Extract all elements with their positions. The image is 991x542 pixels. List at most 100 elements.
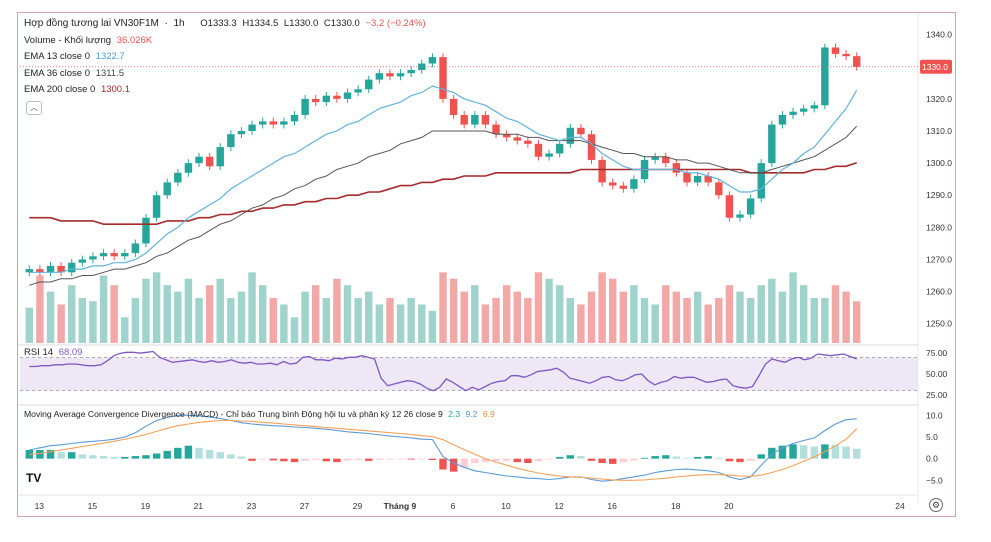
macd-histogram-bar <box>418 458 426 460</box>
macd-histogram-bar <box>375 458 384 460</box>
candle-body <box>672 163 681 173</box>
macd-histogram-bar <box>545 458 553 460</box>
macd-tick-label: 5.0 <box>926 432 938 442</box>
ohlc-close: C1330.0 <box>323 18 360 29</box>
macd-histogram-bar <box>311 458 320 460</box>
candle-body <box>630 179 638 189</box>
volume-bar <box>715 298 723 343</box>
candle-body <box>407 69 415 74</box>
ema13-label: EMA 13 close 0 <box>24 51 91 62</box>
macd-histogram-bar <box>248 458 256 461</box>
candle-body <box>184 163 193 173</box>
volume-bar <box>375 304 384 343</box>
candle-body <box>534 143 543 157</box>
time-tick-label: 13 <box>35 501 45 511</box>
candle-body <box>471 114 479 125</box>
macd-histogram-bar <box>301 458 309 461</box>
macd-legend[interactable]: Moving Average Convergence Divergence (M… <box>24 409 498 419</box>
rsi-legend[interactable]: RSI 14 68.09 <box>24 347 85 358</box>
volume-bar <box>704 304 712 343</box>
macd-histogram-bar <box>68 452 76 459</box>
volume-bar <box>428 310 437 343</box>
price-tick-label: 1280.0 <box>926 222 952 232</box>
price-tick-label: 1270.0 <box>926 254 952 264</box>
time-tick-label: 6 <box>451 501 456 511</box>
volume-bar <box>651 304 659 343</box>
macd-label: Moving Average Convergence Divergence (M… <box>24 409 443 419</box>
macd-histogram-bar <box>757 454 765 459</box>
candle-body <box>598 159 606 183</box>
candle-body <box>789 111 797 115</box>
ema200-legend[interactable]: EMA 200 close 0 1300.1 <box>24 84 133 95</box>
macd-histogram-bar <box>555 456 564 459</box>
interval-label[interactable]: 1h <box>173 18 185 29</box>
volume-bar <box>736 291 744 343</box>
macd-histogram-bar <box>343 458 352 461</box>
candle-body <box>195 156 203 164</box>
volume-bar <box>768 278 776 343</box>
volume-bar <box>746 298 755 343</box>
volume-bar <box>396 304 405 343</box>
macd-histogram-bar <box>471 458 479 463</box>
tradingview-logo[interactable]: TV <box>26 471 42 485</box>
volume-bar <box>89 301 97 343</box>
collapse-legend-button[interactable]: ︿ <box>26 101 42 115</box>
candle-body <box>269 121 277 125</box>
macd-histogram-bar <box>693 456 702 459</box>
volume-bar <box>587 291 596 343</box>
ema200-value: 1300.1 <box>100 84 130 95</box>
candle-body <box>651 156 659 160</box>
rsi-label: RSI 14 <box>24 347 54 358</box>
candle-body <box>237 131 246 135</box>
chart-canvas[interactable]: 1340.01330.01320.01310.01300.01290.01280… <box>18 13 957 518</box>
macd-histogram-bar <box>36 450 44 459</box>
macd-histogram-bar <box>280 458 288 462</box>
time-tick-label: 12 <box>554 501 564 511</box>
macd-histogram-bar <box>672 456 681 459</box>
volume-bar <box>25 307 34 343</box>
macd-histogram-bar <box>683 457 691 459</box>
volume-bar <box>280 304 288 343</box>
candle-body <box>662 156 670 164</box>
candle-body <box>757 163 765 199</box>
price-tick-label: 1320.0 <box>926 94 952 104</box>
volume-bar <box>354 298 362 343</box>
candle-body <box>587 134 596 160</box>
volume-bar <box>534 272 543 343</box>
settings-icon[interactable]: ⚙ <box>929 498 943 512</box>
macd-histogram-bar <box>439 458 447 470</box>
candle-body <box>89 256 97 260</box>
candle-body <box>821 47 829 106</box>
volume-bar <box>481 304 490 343</box>
volume-bar <box>237 291 246 343</box>
volume-bar <box>524 298 532 343</box>
volume-bar <box>36 275 44 343</box>
time-tick-label: Tháng 9 <box>384 501 417 511</box>
volume-bar <box>598 272 606 343</box>
candle-body <box>343 92 352 99</box>
macd-histogram-bar <box>598 458 606 463</box>
volume-bar <box>99 275 108 343</box>
macd-histogram-bar <box>534 458 543 462</box>
candle-body <box>205 156 214 167</box>
macd-histogram-bar <box>640 457 649 459</box>
candle-body <box>227 134 235 148</box>
candle-body <box>322 95 331 103</box>
volume-bar <box>460 291 468 343</box>
macd-histogram-bar <box>57 452 65 459</box>
ema36-legend[interactable]: EMA 36 close 0 1311.5 <box>24 68 127 79</box>
volume-bar <box>184 278 193 343</box>
volume-bar <box>46 291 55 343</box>
volume-bar <box>163 285 171 343</box>
volume-legend[interactable]: Volume - Khối lượng 36.026K <box>24 35 155 46</box>
ema13-legend[interactable]: EMA 13 close 0 1322.7 <box>24 51 128 62</box>
volume-bar <box>630 285 638 343</box>
volume-bar <box>502 285 511 343</box>
ema13-value: 1322.7 <box>95 51 125 62</box>
candle-body <box>693 175 702 183</box>
candle-body <box>768 124 776 164</box>
rsi-line <box>29 350 857 392</box>
candle-body <box>142 217 150 244</box>
macd-histogram-bar <box>662 455 670 459</box>
candle-body <box>492 124 500 135</box>
